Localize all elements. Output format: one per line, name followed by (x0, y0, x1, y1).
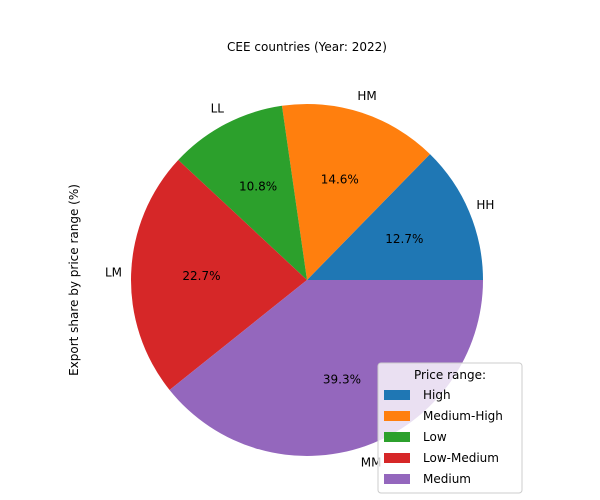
legend-entry-label: Medium-High (423, 409, 503, 423)
pie-slice-hm (281, 104, 430, 281)
pie-slice-ll (178, 105, 307, 280)
legend-entry-label: Medium (423, 472, 471, 486)
legend-entry-label: High (423, 388, 451, 402)
chart-title: CEE countries (Year: 2022) (227, 40, 387, 54)
legend-swatch-low (384, 432, 410, 442)
pie-category-label-hh: HH (476, 198, 494, 212)
legend: Price range: High Medium-High Low Low-Mediu… (377, 362, 523, 494)
pie-category-label-ll: LL (211, 101, 225, 115)
pie-labels: 12.7% HH 14.6% HM 10.8% LL 22.7% LM 39.3% MM (105, 89, 494, 470)
pie-pct-label-hh: 12.7% (385, 232, 423, 246)
legend-swatch-low-medium (384, 453, 410, 463)
legend-swatch-medium (384, 474, 410, 484)
legend-swatch-high (384, 390, 410, 400)
legend-entry-label: Low-Medium (423, 451, 499, 465)
pie-slice-lm (130, 160, 307, 390)
legend-frame (377, 362, 523, 494)
pie-category-label-hm: HM (357, 89, 376, 103)
y-axis-label: Export share by price range (%) (67, 184, 81, 376)
legend-entry-label: Low (423, 430, 447, 444)
pie-pct-label-mm: 39.3% (323, 373, 361, 387)
pie-pct-label-ll: 10.8% (239, 179, 277, 193)
legend-swatch-medium-high (384, 411, 410, 421)
pie-pct-label-hm: 14.6% (321, 173, 359, 187)
legend-title: Price range: (414, 368, 486, 382)
pie-slice-hh (307, 154, 483, 280)
pie-category-label-lm: LM (105, 266, 122, 280)
pie-category-label-mm: MM (361, 456, 382, 470)
pie-pct-label-lm: 22.7% (182, 269, 220, 283)
